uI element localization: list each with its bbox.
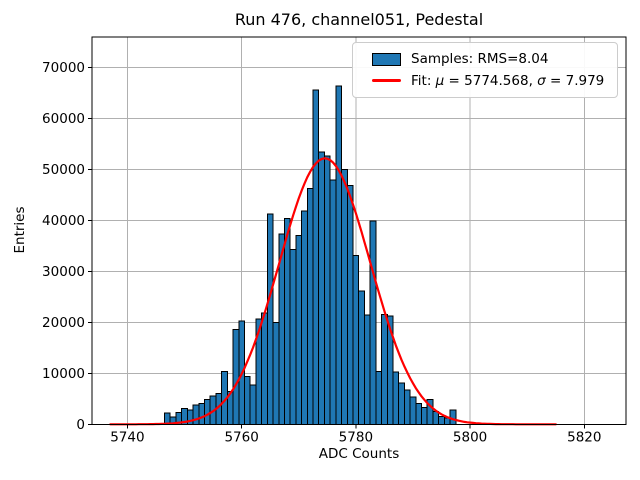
histogram-bar	[449, 409, 457, 425]
histogram-bar	[443, 417, 451, 425]
histogram-bar	[409, 396, 417, 425]
x-axis-label: ADC Counts	[318, 446, 400, 462]
x-tick-label: 5820	[567, 429, 601, 445]
histogram-swatch-icon	[372, 52, 401, 66]
histogram-bar	[198, 402, 206, 425]
y-tick-label: 20000	[42, 315, 85, 331]
legend-samples-label: Samples: RMS=8.04	[411, 51, 549, 68]
histogram-bar	[358, 290, 365, 425]
histogram-bar	[392, 371, 400, 425]
histogram-bar	[249, 384, 257, 425]
histogram-bar	[283, 217, 291, 425]
histogram-bar	[318, 151, 325, 425]
histogram-bar	[289, 249, 297, 425]
fit-curve	[109, 157, 557, 426]
x-tick-label: 5800	[453, 429, 487, 445]
chart-title: Run 476, channel051, Pedestal	[234, 10, 484, 29]
x-tick-label: 5740	[110, 429, 144, 445]
histogram-bar	[261, 312, 268, 425]
legend-entry-fit: Fit: μ = 5774.568, σ = 7.979	[372, 73, 609, 89]
histogram-bar	[306, 187, 314, 425]
fit-line-icon	[372, 79, 401, 83]
histogram-bar	[335, 85, 343, 425]
histogram-bar	[323, 155, 331, 425]
x-tick-label: 5760	[224, 429, 258, 445]
histogram-bar	[375, 370, 383, 425]
histogram-bar	[295, 235, 303, 425]
histogram-bar	[301, 210, 308, 425]
histogram-bar	[232, 329, 240, 425]
histogram-bar	[341, 168, 348, 425]
legend-fit-label: Fit: μ = 5774.568, σ = 7.979	[411, 72, 605, 89]
histogram-bar	[438, 416, 445, 425]
histogram-bar	[272, 321, 280, 425]
x-tick-label: 5780	[339, 429, 373, 445]
histogram-bar	[204, 398, 211, 425]
y-axis-label: Entries	[12, 206, 28, 254]
histogram-bar	[363, 314, 371, 425]
histogram-bar	[398, 382, 405, 425]
histogram-bar	[432, 411, 440, 425]
y-tick-label: 70000	[42, 60, 85, 76]
histogram-bar	[352, 255, 360, 425]
y-tick-label: 50000	[42, 162, 85, 178]
histogram-bar	[312, 89, 320, 425]
y-tick-label: 30000	[42, 264, 85, 280]
histogram-bar	[192, 404, 200, 425]
y-tick-label: 10000	[42, 366, 85, 382]
axes-spines	[91, 36, 627, 425]
y-tick-label: 40000	[42, 213, 85, 229]
histogram-bar	[421, 406, 428, 425]
histogram-bar	[403, 389, 411, 425]
histogram-bar	[415, 402, 423, 425]
legend: Samples: RMS=8.04 Fit: μ = 5774.568, σ =…	[352, 42, 618, 98]
y-tick-label: 60000	[42, 111, 85, 127]
histogram-bar	[329, 179, 337, 425]
legend-entry-samples: Samples: RMS=8.04	[372, 51, 609, 67]
histogram-bar	[381, 314, 388, 425]
histogram-bar	[243, 375, 251, 425]
histogram-bar	[266, 213, 274, 425]
y-tick-label: 0	[76, 417, 85, 433]
histogram-bar	[346, 184, 354, 425]
histogram-bar	[369, 220, 377, 425]
